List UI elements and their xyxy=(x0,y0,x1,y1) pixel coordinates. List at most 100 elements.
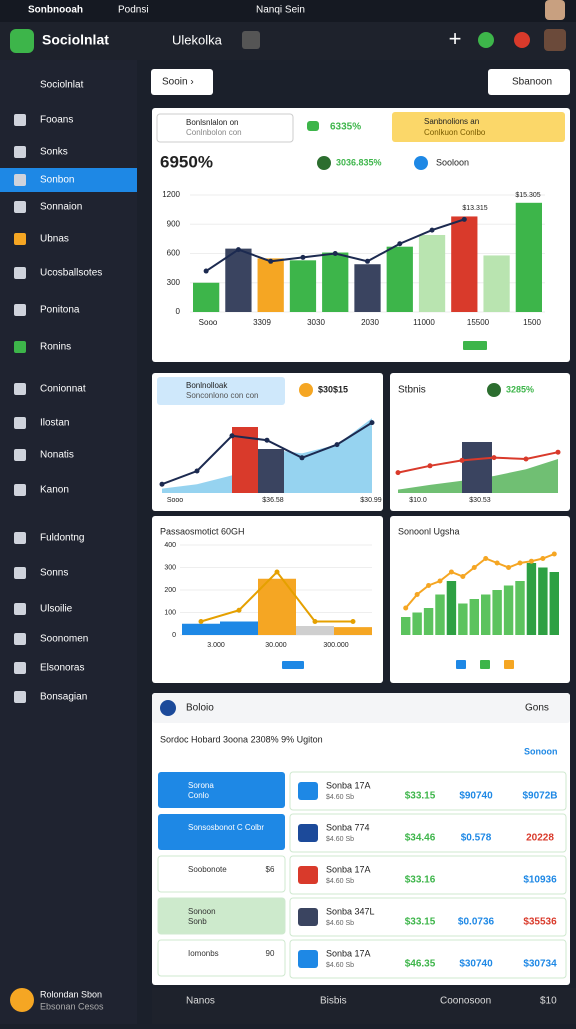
nav-item[interactable]: Ilostan xyxy=(40,418,69,429)
nav-item[interactable]: Ronins xyxy=(40,342,71,353)
avatar[interactable] xyxy=(544,29,566,51)
bar xyxy=(257,258,284,312)
nav-item[interactable]: Conionnat xyxy=(40,384,86,395)
nav-item[interactable]: Nonatis xyxy=(40,450,74,461)
button[interactable] xyxy=(488,69,570,95)
nav-item[interactable]: Kanon xyxy=(40,485,69,496)
bar xyxy=(182,623,220,635)
chip-icon xyxy=(299,383,313,397)
nav-item[interactable]: Ubnas xyxy=(40,234,69,245)
nav-icon xyxy=(14,146,26,158)
bar xyxy=(481,594,491,635)
label: Sonsosbonot C Colbr xyxy=(188,823,264,832)
label: Bonlsnlalon on xyxy=(186,118,238,127)
add-icon[interactable]: + xyxy=(449,26,462,51)
nav-item[interactable]: Sonnaion xyxy=(40,202,82,213)
label: Sorona xyxy=(188,781,214,790)
y-tick-label: 0 xyxy=(176,307,181,316)
link[interactable]: Sonoon xyxy=(524,746,558,756)
avatar[interactable] xyxy=(514,32,530,48)
nav-item[interactable]: Fuldontng xyxy=(40,533,84,544)
tab[interactable]: Coonosoon xyxy=(440,996,491,1007)
button-label[interactable]: Sbanoon xyxy=(512,77,552,88)
bar xyxy=(289,260,317,312)
bottom-bar xyxy=(152,988,576,1024)
button-label[interactable]: Sooin › xyxy=(162,77,194,88)
nav-icon xyxy=(14,567,26,579)
chip-icon xyxy=(487,383,501,397)
point xyxy=(332,251,338,256)
label: Conlnbolon con xyxy=(186,128,242,137)
label: Sonoonl Ugsha xyxy=(398,526,460,536)
nav-icon xyxy=(14,114,26,126)
point xyxy=(551,551,557,557)
list-item[interactable] xyxy=(158,772,285,808)
point xyxy=(517,560,523,566)
list-item[interactable] xyxy=(157,897,286,935)
nav-item[interactable]: Bonsagian xyxy=(40,692,87,703)
y-tick-label: 200 xyxy=(164,587,176,594)
point xyxy=(365,258,370,264)
nav-item[interactable]: Ucosballsotes xyxy=(40,268,102,279)
avatar[interactable] xyxy=(545,0,565,20)
cell: $30734 xyxy=(523,959,557,970)
logo xyxy=(10,29,34,53)
nav-item[interactable]: Sonns xyxy=(40,568,68,579)
tab[interactable]: Bisbis xyxy=(320,996,347,1007)
nav-item[interactable]: Ponitona xyxy=(40,305,80,316)
x-tick-label: 30.000 xyxy=(265,642,287,649)
label: Iomonbs xyxy=(188,949,219,958)
table-row xyxy=(289,897,567,937)
area xyxy=(398,459,558,493)
bar xyxy=(258,449,284,493)
tab[interactable]: $10 xyxy=(540,996,557,1007)
point xyxy=(426,583,432,588)
cell: $33.15 xyxy=(405,791,436,802)
point xyxy=(461,216,467,222)
label: 90 xyxy=(266,949,275,958)
bar xyxy=(515,202,542,312)
list-item[interactable] xyxy=(157,939,286,977)
point xyxy=(429,227,435,233)
nav-item[interactable]: Soonomen xyxy=(40,634,88,645)
bar xyxy=(446,581,457,635)
nav-item[interactable]: Ulsoilie xyxy=(40,604,73,615)
label: $4.60 Sb xyxy=(326,962,354,969)
label: Sooloon xyxy=(436,157,469,167)
nav-item[interactable]: Elsonoras xyxy=(40,663,84,674)
point xyxy=(236,607,242,613)
point xyxy=(203,268,209,274)
cell: $9072B xyxy=(522,791,557,802)
x-tick-label: Sooo xyxy=(167,497,183,504)
point xyxy=(528,558,534,564)
label: Conlo xyxy=(188,791,209,800)
label: $6 xyxy=(266,865,275,874)
nav-item[interactable]: Fooans xyxy=(40,115,73,126)
y-tick-label: 1200 xyxy=(162,190,180,199)
label: Soobonote xyxy=(188,865,227,874)
point xyxy=(235,247,241,253)
nav-item[interactable]: Sonbon xyxy=(40,175,74,186)
bar xyxy=(469,599,479,635)
x-tick-label: 3309 xyxy=(253,318,271,327)
bar xyxy=(423,608,434,635)
list-item[interactable] xyxy=(157,855,286,893)
bar xyxy=(451,216,478,312)
point xyxy=(264,437,270,443)
button[interactable] xyxy=(151,69,213,95)
list-item[interactable] xyxy=(158,814,285,850)
label: $13.315 xyxy=(462,205,487,212)
label: Sonba 17A xyxy=(326,948,371,958)
chip xyxy=(157,377,285,405)
table-row xyxy=(289,855,567,895)
point xyxy=(506,565,512,570)
bar xyxy=(334,627,372,635)
tab[interactable]: Nanos xyxy=(186,996,215,1007)
nav-icon xyxy=(14,267,26,279)
nav-item[interactable]: Sonks xyxy=(40,147,68,158)
bar xyxy=(435,594,445,635)
avatar[interactable] xyxy=(478,32,494,48)
line xyxy=(397,451,559,474)
cell: $10936 xyxy=(523,875,557,886)
